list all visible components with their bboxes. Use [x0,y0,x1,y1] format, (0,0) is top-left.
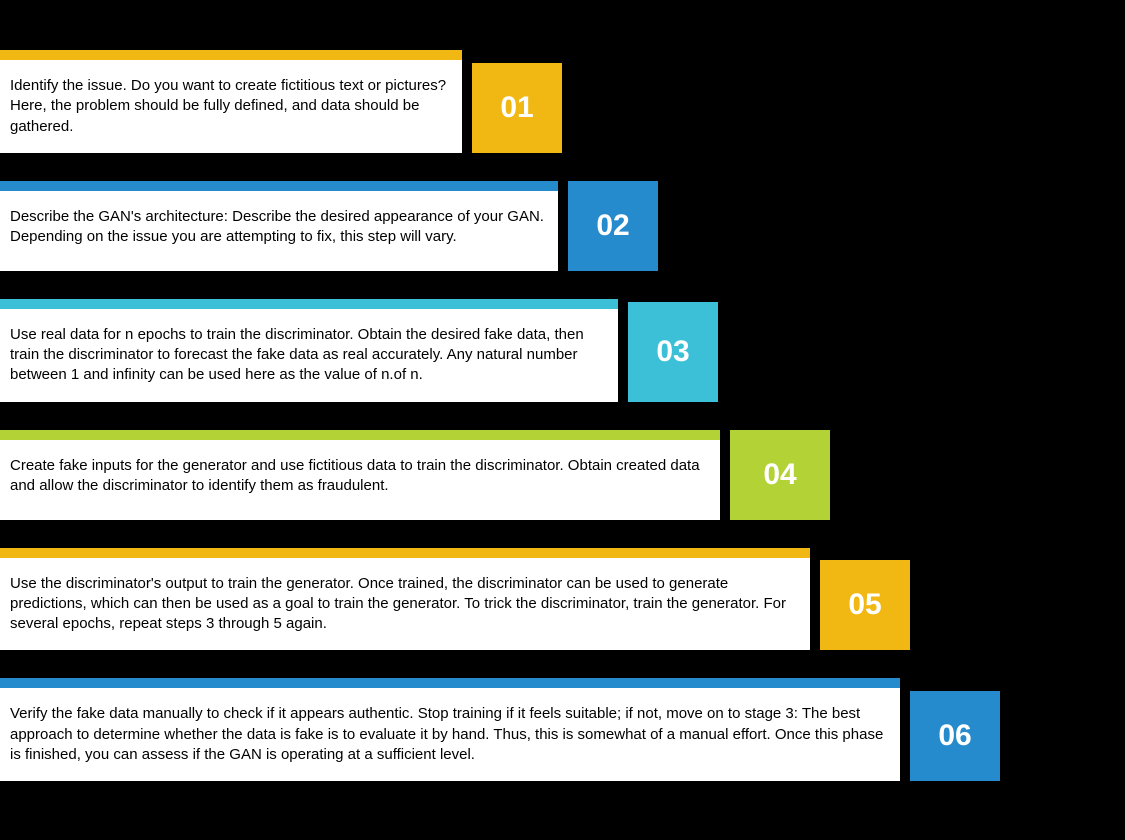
step-accent-bar [0,50,462,60]
step-row-03: Use real data for n epochs to train the … [0,299,1125,402]
step-row-01: Identify the issue. Do you want to creat… [0,50,1125,153]
step-description: Identify the issue. Do you want to creat… [0,60,462,153]
step-number-box: 02 [568,181,658,271]
step-description: Describe the GAN's architecture: Describ… [0,191,558,271]
step-desc-block: Create fake inputs for the generator and… [0,430,720,520]
step-row-02: Describe the GAN's architecture: Describ… [0,181,1125,271]
step-row-05: Use the discriminator's output to train … [0,548,1125,651]
step-row-06: Verify the fake data manually to check i… [0,678,1125,781]
step-description: Use real data for n epochs to train the … [0,309,618,402]
step-accent-bar [0,548,810,558]
step-accent-bar [0,430,720,440]
step-accent-bar [0,299,618,309]
step-accent-bar [0,678,900,688]
step-desc-block: Use real data for n epochs to train the … [0,299,618,402]
step-desc-block: Use the discriminator's output to train … [0,548,810,651]
step-row-04: Create fake inputs for the generator and… [0,430,1125,520]
step-description: Use the discriminator's output to train … [0,558,810,651]
step-description: Verify the fake data manually to check i… [0,688,900,781]
steps-container: Identify the issue. Do you want to creat… [0,0,1125,781]
step-description: Create fake inputs for the generator and… [0,440,720,520]
step-number-box: 03 [628,302,718,402]
step-desc-block: Identify the issue. Do you want to creat… [0,50,462,153]
step-number-box: 05 [820,560,910,650]
step-desc-block: Describe the GAN's architecture: Describ… [0,181,558,271]
step-number-box: 01 [472,63,562,153]
step-number-box: 04 [730,430,830,520]
step-desc-block: Verify the fake data manually to check i… [0,678,900,781]
step-number-box: 06 [910,691,1000,781]
step-accent-bar [0,181,558,191]
